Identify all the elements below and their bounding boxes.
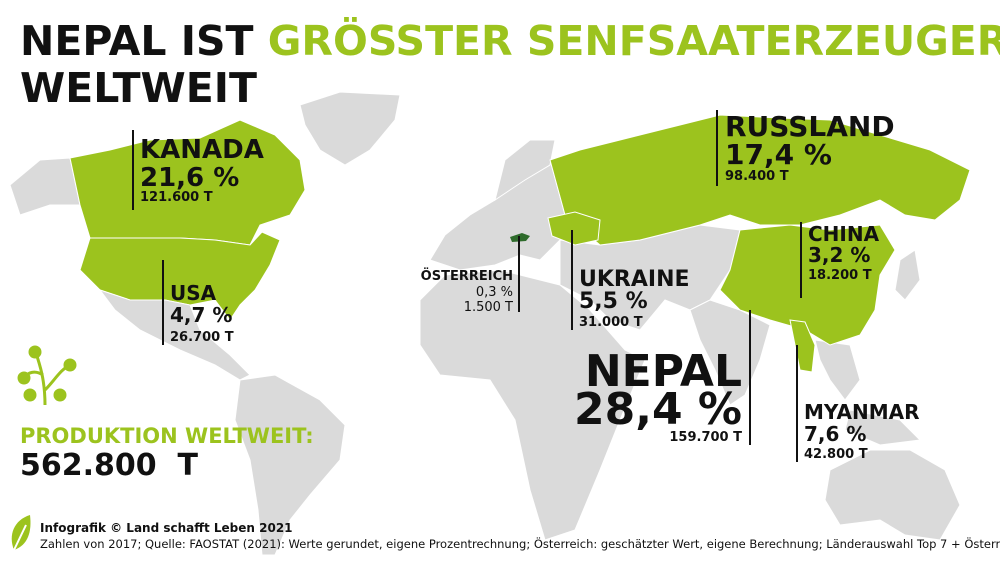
country-amount: 26.700 T bbox=[170, 330, 234, 345]
country-share: 4,7 % bbox=[170, 303, 232, 327]
footer-credit: Infografik © Land schafft Leben 2021 bbox=[40, 521, 293, 535]
country-name: MYANMAR bbox=[804, 400, 919, 424]
africa bbox=[419, 269, 646, 541]
country-name: CHINA bbox=[808, 222, 880, 246]
central-america bbox=[98, 289, 251, 381]
country-name: RUSSLAND bbox=[725, 110, 895, 143]
alaska bbox=[9, 157, 81, 216]
country-name: UKRAINE bbox=[579, 267, 690, 292]
country-amount: 98.400 T bbox=[725, 169, 789, 184]
europe bbox=[429, 159, 566, 271]
country-amount: 18.200 T bbox=[808, 268, 872, 283]
country-name: KANADA bbox=[140, 135, 264, 165]
country-amount: 159.700 T bbox=[669, 430, 742, 445]
ukraine bbox=[547, 211, 601, 246]
title-line-1: NEPAL IST GRÖSSTER SENFSAATERZEUGER bbox=[20, 17, 1000, 65]
myanmar bbox=[789, 319, 816, 373]
southeast-asia bbox=[814, 339, 922, 446]
russia bbox=[549, 114, 971, 246]
country-amount: 42.800 T bbox=[804, 447, 868, 462]
total-value: 562.800 T bbox=[20, 448, 199, 483]
australia bbox=[824, 449, 961, 541]
country-name: ÖSTERREICH bbox=[421, 268, 513, 284]
country-share: 21,6 % bbox=[140, 163, 239, 193]
title-line-2: WELTWEIT bbox=[20, 64, 257, 112]
footer-source: Zahlen von 2017; Quelle: FAOSTAT (2021):… bbox=[40, 535, 1000, 551]
country-share: 0,3 % bbox=[476, 285, 513, 300]
title-highlight: GRÖSSTER SENFSAATERZEUGER bbox=[268, 17, 1000, 65]
country-share: 5,5 % bbox=[579, 289, 648, 314]
china bbox=[719, 224, 896, 346]
country-share: 3,2 % bbox=[808, 243, 870, 267]
country-share: 28,4 % bbox=[574, 384, 742, 435]
total-label: PRODUKTION WELTWEIT: bbox=[20, 424, 314, 448]
country-share: 7,6 % bbox=[804, 422, 866, 446]
japan bbox=[894, 249, 921, 301]
country-name: NEPAL bbox=[585, 346, 742, 397]
country-amount: 121.600 T bbox=[140, 190, 213, 205]
title-lead: NEPAL IST bbox=[20, 17, 254, 65]
greenland bbox=[299, 91, 401, 166]
country-name: USA bbox=[170, 281, 217, 305]
scandinavia bbox=[494, 139, 556, 202]
world-map bbox=[9, 91, 971, 556]
country-amount: 1.500 T bbox=[464, 300, 513, 315]
south-america bbox=[234, 374, 346, 556]
plant-icon bbox=[17, 345, 77, 406]
country-share: 17,4 % bbox=[725, 138, 832, 171]
logo bbox=[11, 515, 31, 551]
country-amount: 31.000 T bbox=[579, 315, 643, 330]
